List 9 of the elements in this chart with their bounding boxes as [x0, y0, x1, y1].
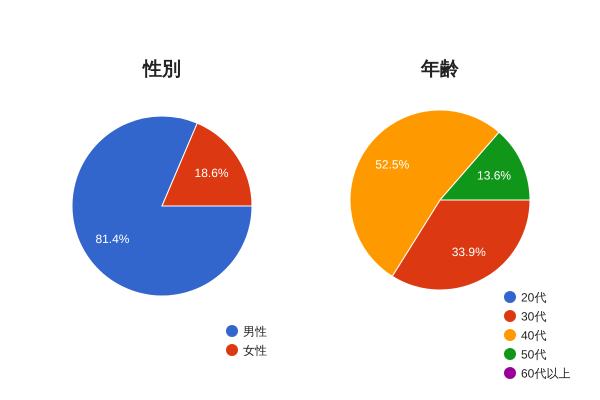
- chart-title: 年齢: [420, 59, 460, 80]
- legend-label: 男性: [243, 324, 267, 338]
- legend-label: 30代: [521, 310, 546, 324]
- legend-label: 女性: [243, 344, 267, 358]
- legend-label: 40代: [521, 328, 546, 342]
- legend-label: 50代: [521, 348, 546, 362]
- legend-label: 20代: [521, 290, 546, 304]
- chart-title: 性別: [142, 59, 181, 80]
- legend-label: 60代以上: [521, 366, 570, 380]
